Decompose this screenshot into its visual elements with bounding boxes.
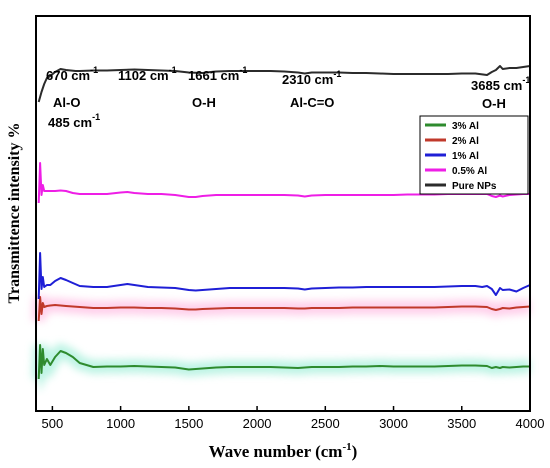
annotation-3685: 3685 cm-1	[471, 75, 530, 93]
x-tick-label: 4000	[516, 416, 545, 431]
peak-annotations: 670 cm-1 Al-O 485 cm-1 1102 cm-1 1661 cm…	[46, 65, 530, 130]
annotation-o-h-2: O-H	[482, 96, 506, 111]
series-line-1-al	[37, 252, 531, 300]
x-axis-title: Wave number (cm-1)	[209, 441, 358, 461]
series-line-2-al	[37, 296, 531, 322]
annotation-al-c-o: Al-C=O	[290, 95, 334, 110]
x-axis-ticks: 500 1000 1500 2000 2500 3000 3500 4000	[42, 406, 545, 431]
legend: 3% Al 2% Al 1% Al 0.5% Al Pure NPs	[419, 115, 529, 195]
legend-label: 3% Al	[452, 121, 479, 132]
x-tick-label: 1500	[174, 416, 203, 431]
annotation-o-h-1: O-H	[192, 95, 216, 110]
series-line-3-al	[37, 344, 530, 380]
annotation-1661: 1661 cm-1	[188, 65, 247, 83]
x-tick-label: 3000	[379, 416, 408, 431]
annotation-al-o: Al-O	[53, 95, 80, 110]
x-tick-label: 500	[42, 416, 64, 431]
annotation-2310: 2310 cm-1	[282, 69, 341, 87]
x-tick-label: 1000	[106, 416, 135, 431]
series-layer	[37, 65, 531, 380]
y-axis-title: Transmittence intensity %	[6, 122, 23, 303]
annotation-670: 670 cm-1	[46, 65, 98, 83]
x-tick-label: 2500	[311, 416, 340, 431]
annotation-485: 485 cm-1	[48, 112, 100, 130]
series-line-pure-nps	[37, 65, 531, 103]
legend-label: Pure NPs	[452, 181, 497, 192]
x-tick-label: 3500	[447, 416, 476, 431]
x-tick-label: 2000	[243, 416, 272, 431]
legend-label: 1% Al	[452, 151, 479, 162]
plot-frame	[35, 15, 531, 412]
legend-label: 2% Al	[452, 136, 479, 147]
annotation-1102: 1102 cm-1	[118, 65, 177, 83]
legend-label: 0.5% Al	[452, 166, 487, 177]
series-glow-0	[31, 342, 530, 393]
